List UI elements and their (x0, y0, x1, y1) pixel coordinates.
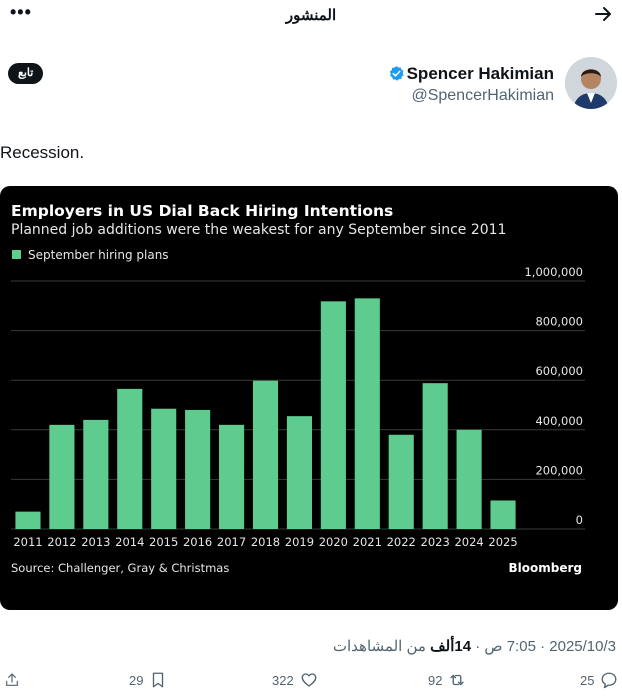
x-tick-label: 2011 (13, 535, 42, 549)
like-button[interactable]: 322 (272, 671, 318, 689)
x-tick-label: 2019 (285, 535, 314, 549)
bar-2024 (456, 429, 482, 529)
views-count[interactable]: 14ألف (430, 638, 472, 655)
back-arrow-icon[interactable] (594, 5, 612, 27)
bar-2020 (320, 301, 346, 529)
x-tick-label: 2012 (47, 535, 76, 549)
bar-2017 (219, 424, 245, 529)
share-icon (6, 673, 18, 686)
bar-2015 (151, 408, 177, 529)
y-tick-label: 0 (576, 513, 583, 527)
author-handle[interactable]: @SpencerHakimian (411, 87, 554, 104)
views-label: من المشاهدات (332, 638, 426, 655)
repost-button[interactable]: 92 (428, 671, 466, 689)
bar-2023 (422, 383, 448, 529)
top-bar: المنشور ••• (0, 0, 622, 30)
y-tick-label: 1,000,000 (524, 265, 583, 279)
legend-label: September hiring plans (28, 248, 169, 262)
x-tick-label: 2025 (488, 535, 517, 549)
x-tick-label: 2023 (421, 535, 450, 549)
x-tick-label: 2016 (183, 535, 212, 549)
bookmark-button[interactable]: 29 (129, 671, 167, 689)
y-tick-label: 600,000 (535, 364, 583, 378)
x-tick-label: 2021 (353, 535, 382, 549)
bar-chart: Employers in US Dial Back Hiring Intenti… (11, 202, 585, 575)
repost-count: 92 (428, 672, 443, 688)
follow-button[interactable]: تابع (8, 63, 44, 84)
reply-button[interactable]: 25 (580, 671, 618, 689)
bar-2018 (252, 380, 279, 529)
legend-swatch (12, 250, 21, 259)
bookmark-icon (153, 672, 164, 688)
bar-2011 (15, 511, 41, 529)
chart-source: Source: Challenger, Gray & Christmas (11, 561, 229, 575)
x-tick-label: 2017 (217, 535, 246, 549)
page-title: المنشور (285, 7, 337, 24)
bar-2021 (354, 298, 380, 529)
tweet-date: 2025/10/3 (549, 638, 616, 655)
heart-icon (301, 673, 317, 687)
x-tick-label: 2024 (454, 535, 483, 549)
chart-image[interactable]: Employers in US Dial Back Hiring Intenti… (0, 186, 618, 610)
bar-2013 (83, 419, 109, 529)
avatar[interactable] (565, 57, 617, 109)
tweet-metadata: 2025/10/3 · 7:05 ص · 14ألف من المشاهدات (332, 638, 616, 655)
x-tick-label: 2015 (149, 535, 178, 549)
verified-badge-icon (388, 65, 405, 82)
bar-2014 (117, 388, 143, 529)
bar-2012 (49, 424, 75, 529)
y-tick-label: 800,000 (535, 315, 583, 329)
x-tick-label: 2014 (115, 535, 144, 549)
chart-title: Employers in US Dial Back Hiring Intenti… (11, 202, 393, 220)
bar-2025 (490, 500, 516, 529)
tweet-text: Recession. (0, 143, 85, 162)
bloomberg-logo: Bloomberg (509, 561, 583, 575)
share-button[interactable] (4, 671, 20, 689)
tweet-time: 7:05 ص (484, 638, 536, 655)
more-options-icon[interactable]: ••• (10, 2, 32, 22)
bookmark-count: 29 (129, 672, 144, 688)
bar-2016 (185, 409, 211, 529)
reply-icon (602, 672, 617, 689)
chart-subtitle: Planned job additions were the weakest f… (11, 222, 506, 238)
repost-icon (450, 674, 465, 686)
bar-2022 (388, 434, 414, 529)
like-count: 322 (272, 672, 294, 688)
reply-count: 25 (580, 672, 595, 688)
x-tick-label: 2018 (251, 535, 280, 549)
x-tick-label: 2022 (387, 535, 416, 549)
x-tick-label: 2013 (81, 535, 110, 549)
x-tick-label: 2020 (319, 535, 348, 549)
y-tick-label: 200,000 (535, 463, 583, 477)
y-tick-label: 400,000 (535, 414, 583, 428)
bar-2019 (286, 416, 312, 529)
author-name[interactable]: Spencer Hakimian (406, 64, 554, 83)
